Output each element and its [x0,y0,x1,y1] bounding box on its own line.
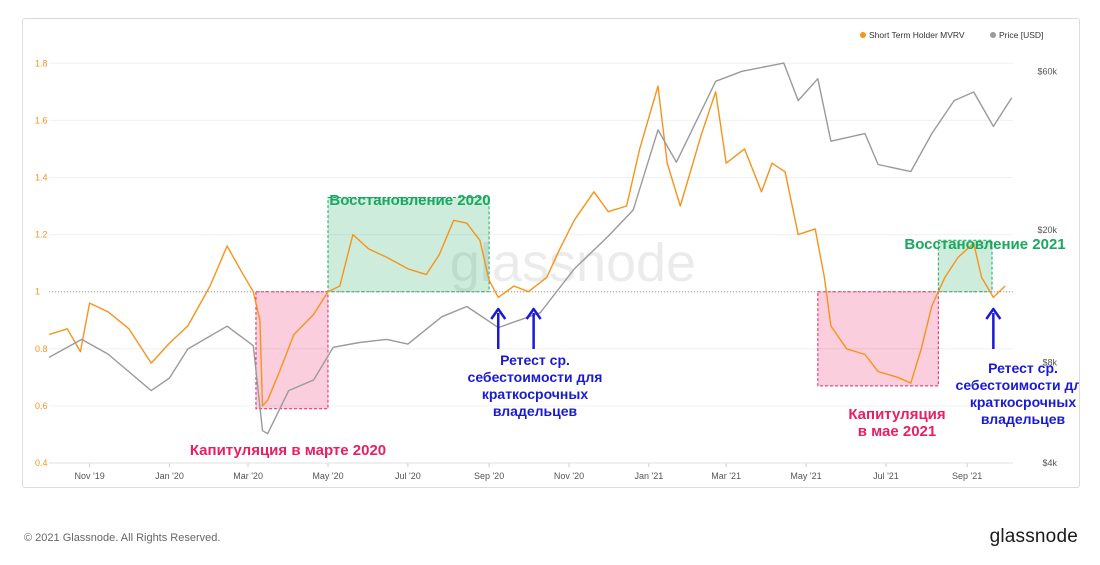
y-left-tick-label: 1.2 [35,230,48,240]
y-left-tick-label: 0.8 [35,344,48,354]
annotation-text: Ретест ср. [988,360,1058,376]
annotation-text: краткосрочных [970,394,1076,410]
highlight-region [327,196,490,293]
annotation-arrow-head [490,307,507,320]
chart-svg: 0.4 0.6 0.8 1 1.2 1.4 1.6 1.8 $4k $8k $20k $60k Nov … [35,30,1079,481]
legend-marker [860,32,866,38]
y-left-tick-label: 1.8 [35,58,48,68]
legend-label: Price [USD] [999,30,1043,40]
y-right-tick-label: $20k [1037,225,1057,235]
x-tick-label: May '21 [790,471,821,481]
annotation-arrow-head [525,307,542,320]
highlight-region [937,239,993,293]
annotation-arrow-head [985,307,1002,320]
region-label: Капитуляция [848,406,945,423]
annotation-text: себестоимости для [468,369,603,385]
x-tick-label: Nov '20 [554,471,584,481]
x-tick-label: Mar '20 [233,471,263,481]
x-tick-label: Sep '20 [474,471,504,481]
y-left-tick-label: 1 [35,287,40,297]
x-tick-label: Jul '21 [873,471,899,481]
y-right-tick-label: $60k [1037,66,1057,76]
region-label: Восстановление 2020 [329,192,490,209]
annotation-text: Ретест ср. [500,352,570,368]
annotation-text: себестоимости для [956,377,1079,393]
y-left-tick-label: 1.4 [35,172,48,182]
series-line-sth-mvrv [48,85,1006,407]
y-left-tick-label: 1.6 [35,115,48,125]
x-tick-label: Mar '21 [711,471,741,481]
y-left-tick-label: 0.4 [35,458,48,468]
y-right-tick-label: $4k [1042,458,1057,468]
annotation-text: краткосрочных [482,386,588,402]
highlight-region [817,291,939,387]
region-label: Капитуляция в марте 2020 [190,442,386,459]
x-tick-label: Jan '20 [155,471,184,481]
glassnode-logo: glassnode [989,526,1078,547]
chart-frame: 0.4 0.6 0.8 1 1.2 1.4 1.6 1.8 $4k $8k $20k $60k Nov … [22,18,1080,488]
x-tick-label: Sep '21 [952,471,982,481]
y-right-tick-label: $8k [1042,358,1057,368]
annotation-text: владельцев [981,411,1066,427]
x-tick-label: Jul '20 [395,471,421,481]
x-tick-label: Nov '19 [74,471,104,481]
region-label: в мае 2021 [858,423,937,440]
x-tick-label: May '20 [312,471,343,481]
annotation-text: владельцев [493,403,578,419]
x-tick-label: Jan '21 [635,471,664,481]
copyright-text: © 2021 Glassnode. All Rights Reserved. [24,532,221,544]
region-label: Восстановление 2021 [904,236,1065,253]
legend-marker [990,32,996,38]
series-line-price [48,62,1013,435]
legend-label: Short Term Holder MVRV [869,30,965,40]
y-left-tick-label: 0.6 [35,401,48,411]
